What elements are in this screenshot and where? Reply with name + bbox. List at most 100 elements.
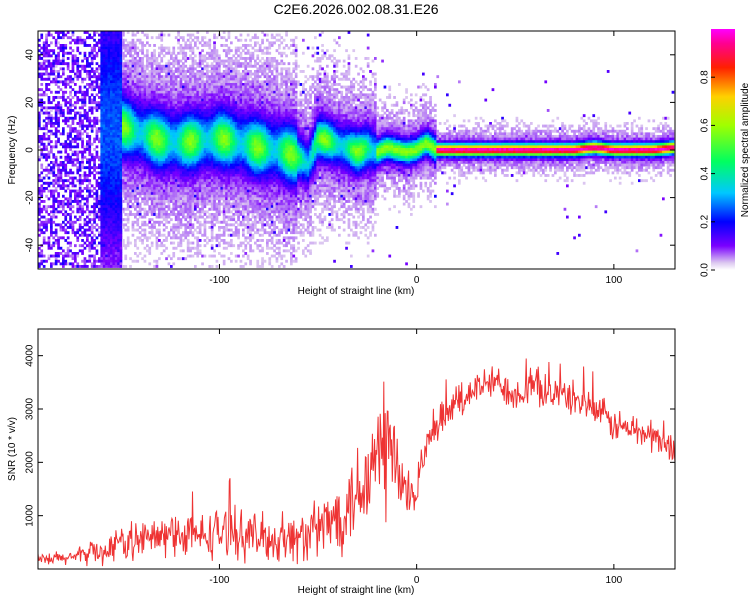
spectrogram-cell (213, 129, 216, 133)
spectrogram-cell (50, 64, 53, 68)
spectrogram-cell (76, 150, 80, 154)
spectrogram-cell (57, 36, 60, 40)
spectrogram-cell (62, 220, 65, 224)
spectrogram-cell (141, 132, 144, 136)
spectrogram-cell (218, 103, 221, 107)
spectrogram-cell (119, 244, 123, 248)
spectrogram-cell (189, 223, 192, 227)
spectrogram-cell (196, 88, 200, 92)
spectrogram-cell (52, 174, 56, 177)
spectrogram-cell (213, 181, 216, 185)
spectrogram-cell (112, 57, 116, 60)
spectrogram-cell (198, 228, 202, 232)
spectrogram-cell (54, 62, 58, 66)
spectrogram-cell (81, 106, 84, 110)
spectrogram-cell (71, 223, 75, 227)
spectrogram-cell (158, 72, 161, 76)
spectrogram-cell (158, 184, 161, 188)
spectrogram-cell (162, 119, 166, 123)
spectrogram-cell (107, 51, 111, 55)
spectrogram-cell (40, 98, 44, 102)
spectrogram-cell (150, 54, 154, 58)
spectrogram-cell (110, 249, 113, 253)
spectrogram-cell (112, 111, 116, 115)
spectrogram-cell (64, 145, 68, 149)
spectrogram-cell (71, 109, 75, 112)
spectrogram-cell (172, 174, 176, 177)
spectrogram-cell (90, 85, 94, 89)
spectrogram-cell (131, 124, 135, 128)
spectrogram-cell (215, 148, 219, 151)
spectrogram-cell (194, 106, 197, 110)
spectrogram-cell (38, 218, 41, 222)
spectrogram-cell (201, 142, 204, 146)
spectrogram-cell (206, 163, 209, 167)
spectrogram-cell (162, 179, 166, 183)
spectrogram-cell (203, 103, 207, 107)
spectrogram-cell (162, 129, 166, 133)
spectrogram-cell (141, 85, 144, 89)
spectrogram-cell (112, 98, 116, 102)
spectrogram-cell (194, 205, 197, 209)
spectrogram-cell (100, 72, 104, 76)
spectrogram-cell (105, 67, 108, 71)
spectrogram-cell (141, 119, 144, 123)
spectrogram-cell (141, 98, 144, 102)
spectrogram-cell (170, 179, 173, 183)
spectrogram-cell (86, 93, 89, 97)
spectrogram-cell (138, 184, 142, 188)
spectrogram-cell (126, 124, 130, 128)
spectrogram-cell (206, 135, 209, 138)
spectrogram-cell (167, 171, 171, 175)
spectrogram-cell (198, 62, 202, 66)
spectrogram-cell (47, 135, 51, 138)
spectrogram-cell (102, 57, 106, 60)
spectrogram-cell (196, 158, 200, 162)
spectrogram-cell (141, 129, 144, 133)
spectrogram-cell (184, 57, 188, 60)
spectrogram-cell (167, 158, 171, 162)
spectrogram-cell (83, 41, 87, 45)
spectrogram-cell (119, 116, 123, 120)
spectrogram-cell (184, 93, 188, 97)
spectrogram-cell (213, 72, 216, 76)
spectrogram-cell (160, 153, 164, 157)
spectrogram-cell (110, 41, 113, 45)
spectrogram-cell (100, 106, 104, 110)
spectrogram-cell (47, 155, 51, 159)
spectrogram-cell (71, 257, 75, 261)
spectrogram-cell (38, 122, 41, 125)
spectrogram-cell (194, 200, 197, 203)
spectrogram-cell (45, 106, 48, 110)
spectrogram-cell (210, 132, 214, 136)
spectrogram-cell (160, 36, 164, 40)
spectrogram-cell (143, 111, 147, 115)
spectrogram-cell (179, 135, 183, 138)
spectrogram-cell (124, 150, 128, 154)
spectrogram-cell (129, 106, 132, 110)
spectrogram-cell (141, 153, 144, 157)
spectrogram-cell (210, 98, 214, 102)
spectrogram-cell (189, 246, 192, 250)
spectrogram-cell (141, 96, 144, 99)
spectrogram-cell (105, 98, 108, 102)
spectrogram-cell (105, 85, 108, 89)
spectrogram-cell (105, 179, 108, 183)
spectrogram-cell (150, 51, 154, 55)
spectrogram-cell (117, 140, 120, 144)
spectrogram-cell (119, 249, 123, 253)
spectrogram-cell (52, 106, 56, 110)
spectrogram-cell (153, 62, 156, 66)
spectrogram-cell (141, 64, 144, 68)
spectrogram-cell (194, 90, 197, 94)
spectrogram-cell (170, 236, 173, 240)
spectrogram-cell (215, 140, 219, 144)
spectrogram-cell (138, 103, 142, 107)
spectrogram-cell (210, 254, 214, 258)
spectrogram-cell (136, 38, 140, 42)
spectrogram-cell (213, 215, 216, 219)
spectrogram-cell (54, 122, 58, 125)
spectrogram-cell (102, 228, 106, 232)
spectrogram-cell (122, 174, 125, 177)
spectrogram-cell (107, 223, 111, 227)
